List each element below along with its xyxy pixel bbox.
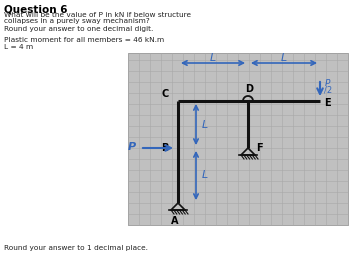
Text: E: E [324, 98, 331, 108]
Text: L = 4 m: L = 4 m [4, 44, 33, 50]
Text: P: P [128, 142, 136, 152]
Bar [0, 0, 128, 261]
Text: L: L [210, 53, 216, 63]
Text: B: B [162, 143, 169, 153]
Text: L: L [202, 170, 208, 181]
Text: What will be the value of P in kN if below structure: What will be the value of P in kN if bel… [4, 12, 191, 18]
Text: /2: /2 [324, 86, 332, 94]
Text: L: L [202, 120, 208, 129]
Text: D: D [245, 84, 253, 94]
Text: Round your answer to one decimal digit.: Round your answer to one decimal digit. [4, 26, 153, 32]
Text: L: L [281, 53, 287, 63]
Text: Question 6: Question 6 [4, 4, 68, 14]
Text: F: F [256, 143, 262, 153]
Text: Round your answer to 1 decimal place.: Round your answer to 1 decimal place. [4, 245, 148, 251]
Text: C: C [162, 89, 169, 99]
Bar [128, 53, 348, 225]
Text: $P$: $P$ [324, 78, 331, 88]
Text: A: A [171, 216, 179, 226]
Text: Plastic moment for all members = 46 kN.m: Plastic moment for all members = 46 kN.m [4, 37, 164, 43]
Text: collapses in a purely sway mechanism?: collapses in a purely sway mechanism? [4, 18, 150, 24]
